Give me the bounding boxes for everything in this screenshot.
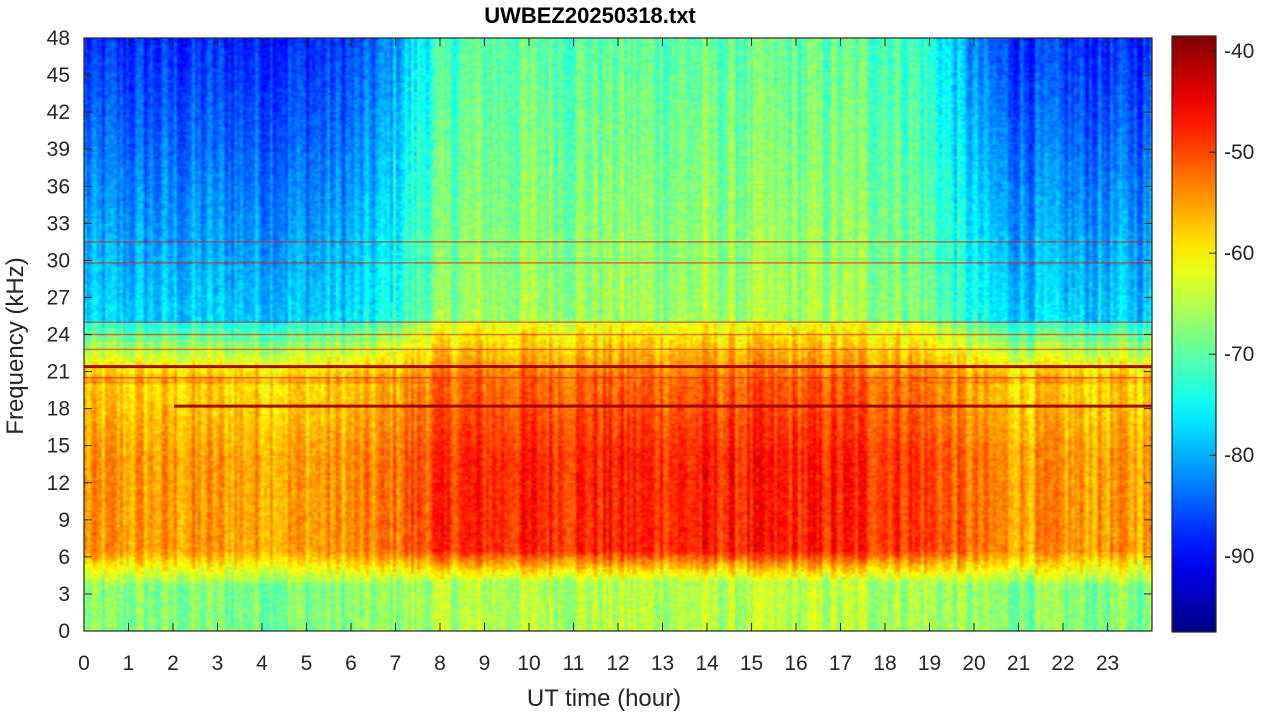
x-tick-label: 15 bbox=[740, 652, 763, 675]
y-tick-label: 0 bbox=[58, 620, 70, 643]
y-tick-label: 27 bbox=[47, 286, 70, 309]
x-tick-label: 20 bbox=[962, 652, 985, 675]
y-tick-label: 30 bbox=[47, 249, 70, 272]
y-tick-label: 36 bbox=[47, 175, 70, 198]
colorbar-tick-label: -60 bbox=[1224, 242, 1254, 265]
y-axis-label: Frequency (kHz) bbox=[2, 257, 29, 434]
x-tick-label: 1 bbox=[123, 652, 135, 675]
x-tick-label: 22 bbox=[1051, 652, 1074, 675]
x-tick-label: 9 bbox=[479, 652, 491, 675]
x-tick-label: 8 bbox=[434, 652, 446, 675]
y-tick-label: 48 bbox=[47, 27, 70, 50]
colorbar-tick-label: -90 bbox=[1224, 545, 1254, 568]
x-tick-label: 21 bbox=[1007, 652, 1030, 675]
y-tick-label: 45 bbox=[47, 64, 70, 87]
x-tick-label: 23 bbox=[1096, 652, 1119, 675]
y-tick-label: 6 bbox=[58, 546, 70, 569]
x-tick-label: 6 bbox=[345, 652, 357, 675]
x-tick-label: 13 bbox=[651, 652, 674, 675]
colorbar-tick-label: -80 bbox=[1224, 444, 1254, 467]
colorbar-tick-label: -70 bbox=[1224, 343, 1254, 366]
y-tick-label: 12 bbox=[47, 472, 70, 495]
y-tick-label: 15 bbox=[47, 435, 70, 458]
y-tick-label: 39 bbox=[47, 138, 70, 161]
x-tick-label: 16 bbox=[784, 652, 807, 675]
colorbar-tick-label: -40 bbox=[1224, 40, 1254, 63]
y-tick-label: 33 bbox=[47, 212, 70, 235]
y-tick-label: 24 bbox=[47, 324, 71, 347]
x-tick-label: 2 bbox=[167, 652, 179, 675]
x-tick-label: 4 bbox=[256, 652, 268, 675]
x-tick-label: 18 bbox=[873, 652, 896, 675]
y-tick-label: 21 bbox=[47, 361, 70, 384]
x-tick-label: 17 bbox=[829, 652, 852, 675]
x-tick-label: 14 bbox=[695, 652, 719, 675]
y-tick-label: 3 bbox=[58, 583, 70, 606]
colorbar-tick-label: -50 bbox=[1224, 141, 1254, 164]
narrowband-lines bbox=[84, 241, 1152, 408]
y-tick-label: 42 bbox=[47, 101, 70, 124]
spectrogram-plot bbox=[83, 37, 1153, 632]
y-tick-label: 9 bbox=[58, 509, 70, 532]
colorbar-gradient bbox=[1171, 35, 1217, 633]
x-tick-label: 19 bbox=[918, 652, 941, 675]
colorbar: -40 -50 -60 -70 -80 -90 bbox=[1171, 35, 1254, 633]
x-axis-label: UT time (hour) bbox=[527, 685, 681, 712]
x-tick-label: 0 bbox=[78, 652, 90, 675]
x-tick-label: 3 bbox=[212, 652, 224, 675]
x-tick-label: 12 bbox=[606, 652, 629, 675]
x-tick-label: 10 bbox=[517, 652, 540, 675]
x-tick-label: 7 bbox=[390, 652, 402, 675]
colorbar-ticks: -40 -50 -60 -70 -80 -90 bbox=[1209, 40, 1254, 568]
y-tick-label: 18 bbox=[47, 398, 70, 421]
chart-title: UWBEZ20250318.txt bbox=[484, 3, 696, 28]
x-tick-label: 11 bbox=[563, 652, 585, 675]
x-tick-label: 5 bbox=[301, 652, 313, 675]
x-axis: 0 1 2 3 4 5 6 7 8 9 10 11 12 13 14 15 16 17 18 19 20 21 22 23 bbox=[78, 38, 1119, 675]
